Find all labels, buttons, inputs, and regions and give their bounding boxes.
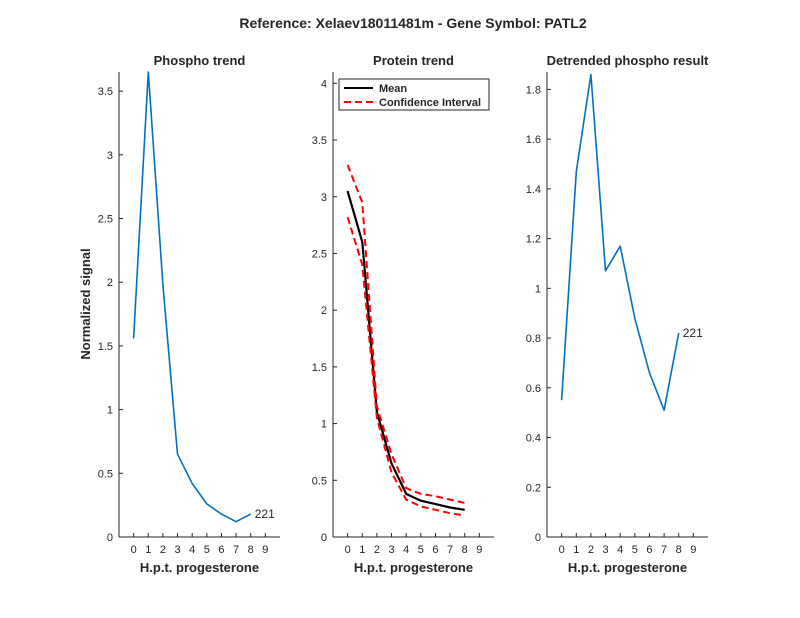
x-tick-label: 3 bbox=[388, 544, 394, 556]
legend-label: Mean bbox=[379, 83, 407, 95]
legend-box bbox=[338, 78, 490, 111]
x-tick-label: 2 bbox=[374, 544, 380, 556]
series-line-221 bbox=[560, 73, 680, 412]
panel-title: Detrended phospho result bbox=[547, 53, 709, 68]
x-tick-label: 9 bbox=[476, 544, 482, 556]
y-tick-label: 0.5 bbox=[98, 468, 113, 480]
y-tick-label: 2.5 bbox=[98, 214, 113, 226]
legend-label: Confidence Interval bbox=[379, 97, 481, 109]
y-tick-label: 2.5 bbox=[312, 248, 327, 260]
y-tick-label: 4 bbox=[321, 78, 327, 90]
y-tick-label: 1.8 bbox=[526, 84, 541, 96]
x-tick-label: 1 bbox=[359, 544, 365, 556]
x-tick-label: 5 bbox=[418, 544, 424, 556]
legend: Mean Confidence Interval bbox=[338, 78, 490, 111]
y-tick-label: 3.5 bbox=[312, 135, 327, 147]
x-axis-label: H.p.t. progesterone bbox=[354, 560, 473, 575]
x-tick-label: 1 bbox=[145, 544, 151, 556]
y-tick-label: 0 bbox=[107, 532, 113, 544]
y-tick-label: 0.6 bbox=[526, 383, 541, 395]
x-tick-label: 2 bbox=[588, 544, 594, 556]
y-tick-label: 2 bbox=[107, 277, 113, 289]
x-tick-label: 7 bbox=[447, 544, 453, 556]
series-end-label: 221 bbox=[255, 507, 275, 521]
y-tick-label: 1.5 bbox=[312, 362, 327, 374]
x-tick-label: 8 bbox=[248, 544, 254, 556]
y-tick-label: 0.2 bbox=[526, 482, 541, 494]
x-tick-label: 4 bbox=[189, 544, 195, 556]
series-line-confidence-interval bbox=[346, 216, 465, 517]
panel-detrended: 00.20.40.60.811.21.41.61.80 1 2 3 4 5 6 7 8 9Detr… bbox=[526, 53, 709, 575]
x-tick-label: 8 bbox=[462, 544, 468, 556]
y-tick-label: 1.6 bbox=[526, 134, 541, 146]
x-tick-label: 4 bbox=[617, 544, 623, 556]
y-tick-label: 0.8 bbox=[526, 333, 541, 345]
y-tick-label: 1.2 bbox=[526, 234, 541, 246]
series-line-mean bbox=[346, 190, 465, 511]
x-tick-label: 8 bbox=[676, 544, 682, 556]
x-tick-label: 5 bbox=[632, 544, 638, 556]
x-tick-label: 4 bbox=[403, 544, 409, 556]
x-tick-label: 1 bbox=[573, 544, 579, 556]
y-tick-label: 1.5 bbox=[98, 341, 113, 353]
x-tick-label: 7 bbox=[233, 544, 239, 556]
x-tick-label: 3 bbox=[174, 544, 180, 556]
series-line-confidence-interval bbox=[346, 164, 465, 504]
x-tick-label: 6 bbox=[218, 544, 224, 556]
x-tick-label: 5 bbox=[204, 544, 210, 556]
y-tick-label: 1.4 bbox=[526, 184, 541, 196]
series-end-label: 221 bbox=[683, 326, 703, 340]
y-tick-label: 0.4 bbox=[526, 433, 541, 445]
panel-title: Protein trend bbox=[373, 53, 454, 68]
panel-title: Phospho trend bbox=[154, 53, 246, 68]
y-tick-label: 3.5 bbox=[98, 86, 113, 98]
x-tick-label: 3 bbox=[602, 544, 608, 556]
x-tick-label: 9 bbox=[262, 544, 268, 556]
y-tick-label: 0 bbox=[321, 532, 327, 544]
x-tick-label: 2 bbox=[160, 544, 166, 556]
figure-suptitle: Reference: Xelaev18011481m - Gene Symbol… bbox=[239, 15, 587, 31]
y-axis-label: Normalized signal bbox=[78, 248, 93, 359]
x-tick-label: 9 bbox=[690, 544, 696, 556]
y-tick-label: 3 bbox=[107, 150, 113, 162]
y-tick-label: 1 bbox=[535, 283, 541, 295]
x-tick-label: 7 bbox=[661, 544, 667, 556]
x-tick-label: 0 bbox=[345, 544, 351, 556]
x-tick-label: 0 bbox=[559, 544, 565, 556]
y-tick-label: 2 bbox=[321, 305, 327, 317]
x-axis-label: H.p.t. progesterone bbox=[568, 560, 687, 575]
x-axis-label: H.p.t. progesterone bbox=[140, 560, 259, 575]
x-tick-label: 0 bbox=[131, 544, 137, 556]
x-tick-label: 6 bbox=[646, 544, 652, 556]
y-tick-label: 0.5 bbox=[312, 475, 327, 487]
y-tick-label: 0 bbox=[535, 532, 541, 544]
y-tick-label: 3 bbox=[321, 192, 327, 204]
y-tick-label: 1 bbox=[321, 419, 327, 431]
series-line-221 bbox=[132, 71, 252, 523]
x-tick-label: 6 bbox=[432, 544, 438, 556]
y-tick-label: 1 bbox=[107, 405, 113, 417]
